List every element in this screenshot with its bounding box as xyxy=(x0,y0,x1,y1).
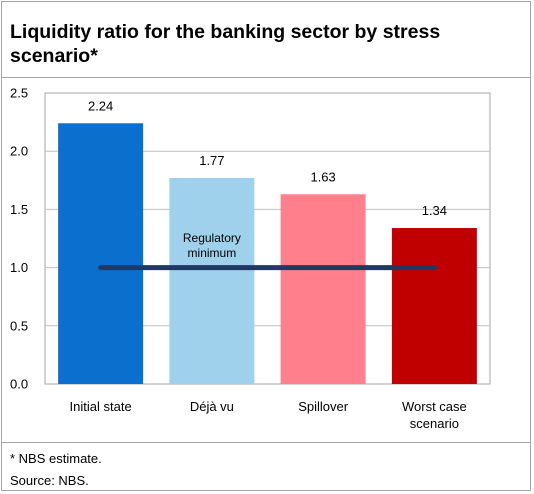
y-tick-label: 2.0 xyxy=(10,144,28,159)
footer-divider xyxy=(2,442,530,443)
bar xyxy=(169,177,255,384)
data-label: 2.24 xyxy=(88,98,113,113)
bar xyxy=(391,228,477,384)
source-note: Source: NBS. xyxy=(10,473,89,488)
bar xyxy=(280,194,366,384)
x-tick-label: Spillover xyxy=(298,399,349,414)
regulatory-minimum-label: minimum xyxy=(188,246,237,260)
y-tick-label: 0.5 xyxy=(10,318,28,333)
bar xyxy=(58,123,144,384)
y-tick-label: 1.0 xyxy=(10,260,28,275)
regulatory-minimum-label: Regulatory xyxy=(183,231,241,245)
chart-title: Liquidity ratio for the banking sector b… xyxy=(10,21,441,67)
data-label: 1.63 xyxy=(310,169,335,184)
x-tick-label: Worst case xyxy=(402,399,467,414)
plot-area-border xyxy=(44,92,491,385)
x-tick-label: Déjà vu xyxy=(190,399,234,414)
data-label: 1.34 xyxy=(422,203,447,218)
y-tick-label: 1.5 xyxy=(10,202,28,217)
footnote: * NBS estimate. xyxy=(10,451,102,466)
title-divider xyxy=(2,77,530,78)
y-tick-label: 0.0 xyxy=(10,377,28,392)
x-tick-label: Initial state xyxy=(70,399,132,414)
data-label: 1.77 xyxy=(199,153,224,168)
y-tick-label: 2.5 xyxy=(10,86,28,101)
x-tick-label: scenario xyxy=(410,416,459,431)
